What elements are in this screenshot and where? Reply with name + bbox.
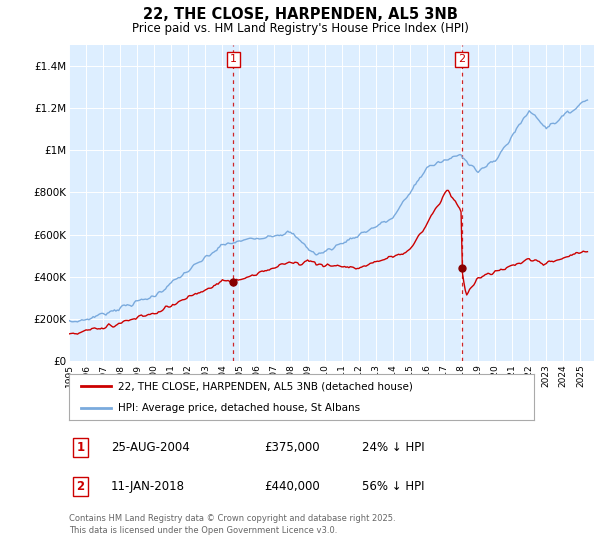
Text: 22, THE CLOSE, HARPENDEN, AL5 3NB (detached house): 22, THE CLOSE, HARPENDEN, AL5 3NB (detac… xyxy=(118,381,413,391)
Text: 24% ↓ HPI: 24% ↓ HPI xyxy=(362,441,425,454)
Text: 1: 1 xyxy=(230,54,237,64)
Text: £375,000: £375,000 xyxy=(264,441,320,454)
Text: 2: 2 xyxy=(77,480,85,493)
Text: 11-JAN-2018: 11-JAN-2018 xyxy=(111,480,185,493)
Text: 1: 1 xyxy=(77,441,85,454)
Text: £440,000: £440,000 xyxy=(264,480,320,493)
Text: 56% ↓ HPI: 56% ↓ HPI xyxy=(362,480,424,493)
Text: 2: 2 xyxy=(458,54,465,64)
Text: 22, THE CLOSE, HARPENDEN, AL5 3NB: 22, THE CLOSE, HARPENDEN, AL5 3NB xyxy=(143,7,457,21)
Text: HPI: Average price, detached house, St Albans: HPI: Average price, detached house, St A… xyxy=(118,403,360,413)
Text: Price paid vs. HM Land Registry's House Price Index (HPI): Price paid vs. HM Land Registry's House … xyxy=(131,22,469,35)
Text: 25-AUG-2004: 25-AUG-2004 xyxy=(111,441,190,454)
Text: Contains HM Land Registry data © Crown copyright and database right 2025.
This d: Contains HM Land Registry data © Crown c… xyxy=(69,514,395,535)
